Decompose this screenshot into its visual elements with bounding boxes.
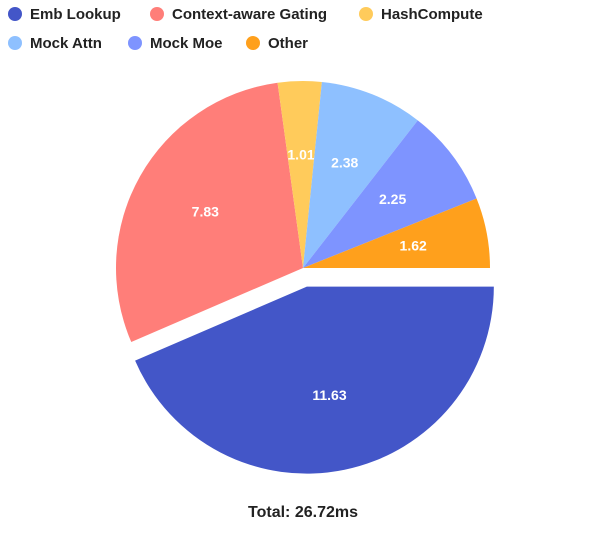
legend-label: Mock Attn (30, 35, 102, 52)
legend-marker (359, 7, 373, 21)
legend-marker (246, 36, 260, 50)
legend-label: Mock Moe (150, 35, 223, 52)
pie-slice (116, 82, 303, 342)
value-label: 2.38 (331, 155, 358, 171)
legend-marker (8, 36, 22, 50)
value-label: 2.25 (379, 191, 406, 207)
pie-slice (135, 286, 494, 474)
legend-label: Emb Lookup (30, 6, 121, 23)
pie-slice (303, 81, 418, 268)
value-label: 7.83 (192, 204, 219, 220)
pie-slice (277, 81, 322, 268)
legend-marker (128, 36, 142, 50)
legend-marker (150, 7, 164, 21)
total-label: Total: 26.72ms (248, 504, 358, 521)
pie-slice (303, 120, 477, 268)
legend-marker (8, 7, 22, 21)
value-label: 1.62 (400, 237, 427, 253)
legend-label: Other (268, 35, 308, 52)
value-label: 1.01 (287, 147, 314, 163)
legend-label: HashCompute (381, 6, 483, 23)
legend-label: Context-aware Gating (172, 6, 327, 23)
value-label: 11.63 (312, 387, 346, 403)
pie-slice (303, 198, 490, 268)
